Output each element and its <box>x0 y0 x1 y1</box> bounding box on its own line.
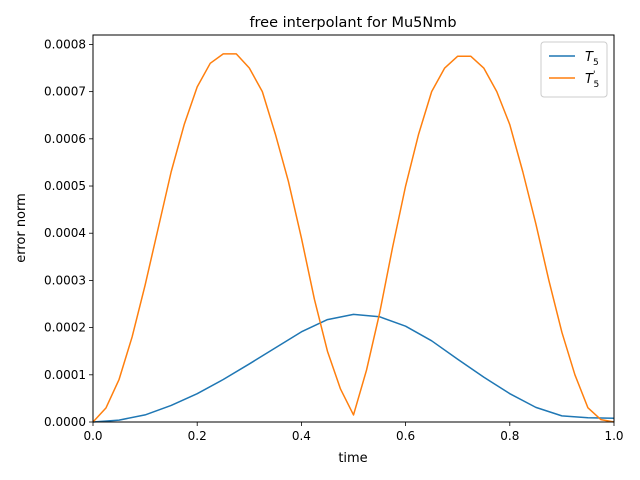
series-layer <box>92 53 615 423</box>
x-tick-label: 0.0 <box>83 429 102 443</box>
y-tick-label: 0.0004 <box>44 226 86 240</box>
x-tick-label: 0.6 <box>396 429 415 443</box>
legend: T5T' 5 <box>540 41 608 98</box>
x-tick-label: 0.4 <box>292 429 311 443</box>
plot-frame <box>92 34 615 423</box>
series-line-0 <box>92 313 615 423</box>
y-axis: 0.0000 0.0001 0.0002 0.0003 0.0004 0.0005 0.00… <box>44 37 93 429</box>
y-tick-label: 0.0000 <box>44 415 86 429</box>
x-tick-label: 0.8 <box>500 429 519 443</box>
series-line-1 <box>92 53 615 423</box>
y-tick-label: 0.0003 <box>44 273 86 287</box>
y-tick-label: 0.0005 <box>44 179 86 193</box>
x-axis: 0.0 0.2 0.4 0.6 0.8 1.0 <box>83 422 624 443</box>
y-tick-label: 0.0008 <box>44 37 86 51</box>
y-tick-label: 0.0002 <box>44 321 86 335</box>
chart-title: free interpolant for Mu5Nmb <box>249 15 456 31</box>
y-axis-label: error norm <box>14 193 29 263</box>
y-tick-label: 0.0001 <box>44 368 86 382</box>
x-axis-label: time <box>338 451 367 466</box>
x-tick-label: 1.0 <box>604 429 623 443</box>
y-tick-label: 0.0006 <box>44 132 86 146</box>
x-tick-label: 0.2 <box>188 429 207 443</box>
y-tick-label: 0.0007 <box>44 85 86 99</box>
